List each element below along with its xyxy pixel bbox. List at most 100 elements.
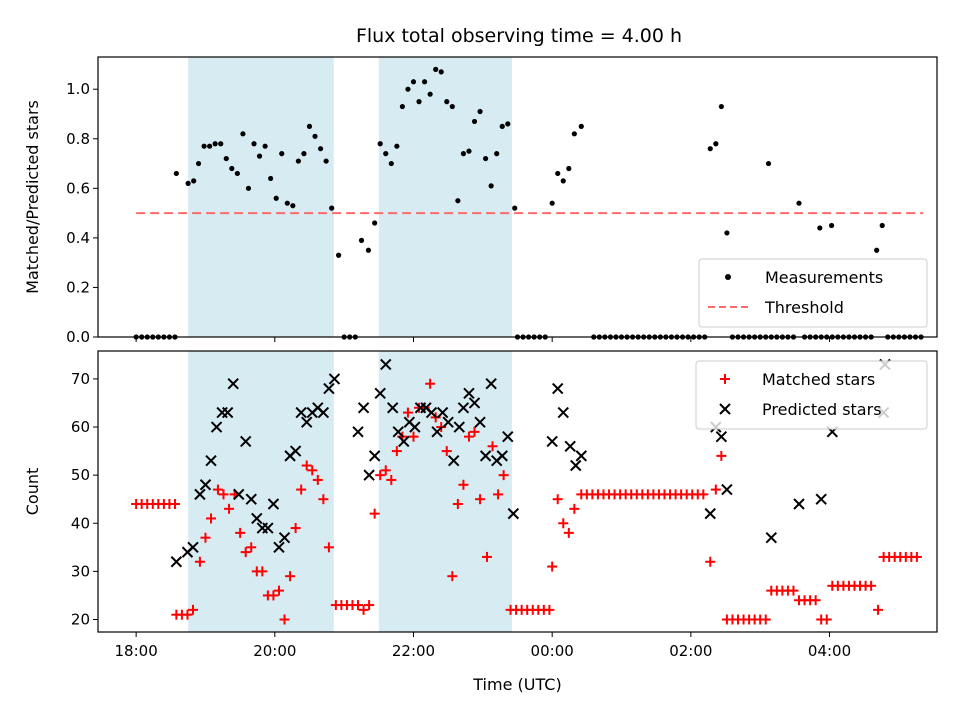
matched-star-point xyxy=(218,489,229,500)
x-axis-label: Time (UTC) xyxy=(472,675,561,694)
legend-x-symbol xyxy=(719,403,731,415)
predicted-star-point xyxy=(262,522,274,534)
measurement-point xyxy=(290,203,296,209)
x-tick-label: 04:00 xyxy=(808,642,851,660)
measurement-point xyxy=(455,198,461,204)
measurement-point xyxy=(718,103,724,110)
matched-star-point xyxy=(716,450,727,461)
legend-measurements-label: Measurements xyxy=(765,268,883,287)
measurement-point xyxy=(571,131,577,137)
predicted-star-point xyxy=(552,382,564,395)
matched-star-point xyxy=(441,446,452,457)
measurement-point xyxy=(301,151,307,157)
predicted-star-point xyxy=(704,507,716,520)
measurement-point xyxy=(560,178,566,184)
predicted-star-point xyxy=(227,378,239,390)
measurement-point xyxy=(240,131,246,137)
predicted-star-point xyxy=(317,406,330,419)
top-y-axis-label: Matched/Predicted stars xyxy=(23,100,42,294)
measurement-point xyxy=(405,86,411,92)
matched-star-point xyxy=(187,604,198,615)
predicted-star-point xyxy=(323,382,335,395)
predicted-star-point xyxy=(479,450,492,462)
bottom-axes-frame xyxy=(97,350,938,633)
legend-matched-marker xyxy=(720,374,730,384)
predicted-star-point xyxy=(793,498,805,510)
measurement-point xyxy=(829,222,835,229)
legend-predicted-marker xyxy=(719,403,731,415)
y-tick-label: 0.6 xyxy=(66,179,90,197)
matched-star-point xyxy=(821,614,832,625)
matched-star-point xyxy=(563,527,574,538)
bottom-y-ticks: 20 30 40 50 60 70 xyxy=(71,370,98,628)
matched-star-point xyxy=(290,523,301,534)
predicted-star-point xyxy=(368,450,381,462)
y-tick-label: 0.4 xyxy=(66,229,90,247)
matched-star-point xyxy=(493,489,504,500)
measurement-point xyxy=(578,123,584,129)
measurement-point xyxy=(201,143,207,149)
matched-star-point xyxy=(235,527,246,538)
matched-star-point xyxy=(312,474,323,485)
predicted-star-point xyxy=(352,426,364,438)
predicted-star-point xyxy=(273,541,285,554)
chart-title: Flux total observing time = 4.00 h xyxy=(356,25,682,47)
measurement-point xyxy=(438,69,444,75)
predicted-star-point xyxy=(463,387,475,400)
measurement-point xyxy=(279,151,285,157)
predicted-star-point xyxy=(187,541,199,554)
measurement-point xyxy=(416,99,422,105)
matched-star-point xyxy=(353,600,364,611)
predicted-star-point xyxy=(570,459,582,472)
measurement-point xyxy=(874,247,880,253)
predicted-star-point xyxy=(194,488,206,501)
measurement-point xyxy=(191,178,197,184)
top-axes-frame xyxy=(97,56,938,338)
matched-star-point xyxy=(698,489,709,500)
matched-star-point xyxy=(547,561,558,572)
measurement-point xyxy=(223,155,229,162)
y-tick-label: 0.0 xyxy=(66,328,90,346)
measurement-point xyxy=(512,205,518,211)
measurement-point xyxy=(494,151,500,157)
measurement-point xyxy=(399,103,405,110)
bottom-shaded-regions xyxy=(188,351,512,632)
predicted-star-point xyxy=(289,445,302,457)
legend-measurements-marker xyxy=(725,274,731,280)
measurement-point xyxy=(505,121,511,127)
matched-star-point xyxy=(182,609,193,620)
predicted-star-point xyxy=(485,378,497,390)
predicted-star-point xyxy=(507,507,520,520)
y-tick-label: 40 xyxy=(71,514,90,532)
matched-star-point xyxy=(318,494,329,505)
matched-star-point xyxy=(391,446,402,457)
matched-star-point xyxy=(323,542,334,553)
matched-star-point xyxy=(463,431,474,442)
matched-star-point xyxy=(544,604,555,615)
matched-star-point xyxy=(380,465,391,476)
predicted-star-point xyxy=(328,373,341,385)
measurement-point xyxy=(433,66,439,72)
matched-star-point xyxy=(257,566,268,577)
predicted-star-point xyxy=(267,498,280,510)
predicted-star-point xyxy=(380,358,392,371)
matched-star-point xyxy=(481,551,492,562)
matched-star-point xyxy=(285,571,296,582)
top-y-ticks: 0.0 0.2 0.4 0.6 0.8 1.0 xyxy=(66,80,98,346)
y-tick-label: 70 xyxy=(71,370,90,388)
matched-star-point xyxy=(469,426,480,437)
matched-star-point xyxy=(375,470,386,481)
measurement-point xyxy=(549,200,555,206)
matched-star-point xyxy=(212,484,223,495)
measurement-point xyxy=(251,141,257,147)
predicted-star-point xyxy=(442,416,454,428)
measurement-point xyxy=(483,155,489,162)
matched-star-point xyxy=(364,600,375,611)
matched-star-point xyxy=(760,614,771,625)
matched-star-point xyxy=(569,503,580,514)
matched-star-point xyxy=(452,499,463,510)
predicted-star-point xyxy=(233,488,245,501)
matched-star-point xyxy=(873,604,884,615)
y-tick-label: 0.8 xyxy=(66,130,90,148)
measurement-point xyxy=(499,123,505,129)
